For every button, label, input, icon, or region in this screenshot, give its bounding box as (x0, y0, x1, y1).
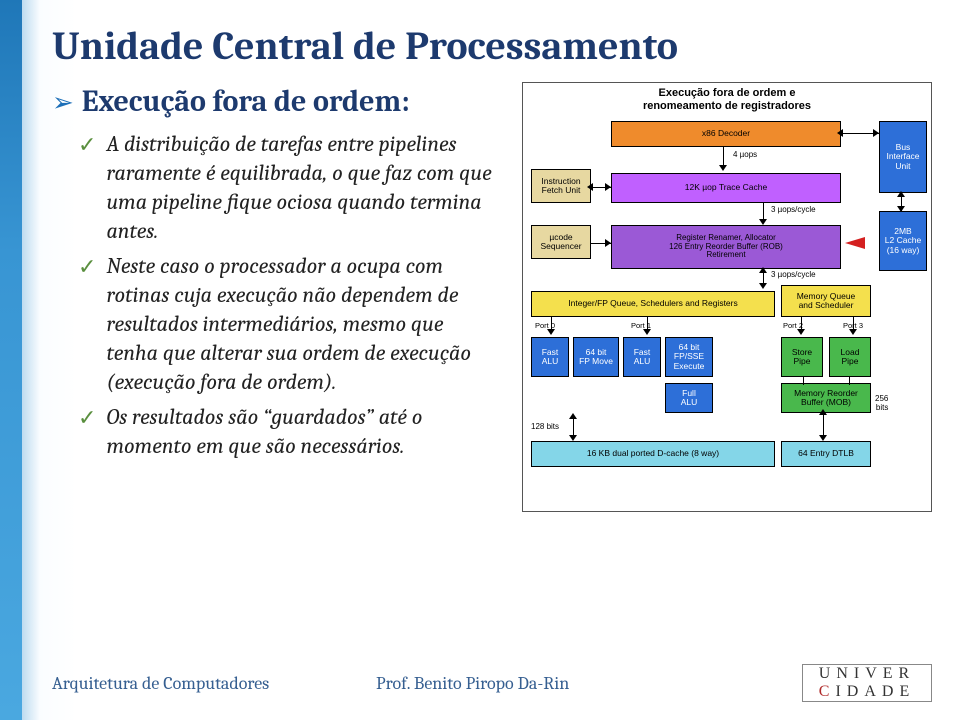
box-fpmove: 64 bit FP Move (573, 337, 619, 377)
arrow-right-icon (605, 239, 611, 247)
text-column: ➢ Execução fora de ordem: ✓ A distribuiç… (52, 82, 492, 512)
content-area: Unidade Central de Processamento ➢ Execu… (52, 24, 932, 660)
chevron-right-icon: ➢ (52, 88, 74, 119)
slide: Unidade Central de Processamento ➢ Execu… (0, 0, 960, 720)
bullet-text: Os resultados são “guardados” até o mome… (106, 403, 492, 461)
arrow-down-icon (547, 329, 555, 335)
arrow-up-icon (759, 267, 767, 273)
arrow-down-icon (759, 283, 767, 289)
box-dcache: 16 KB dual ported D-cache (8 way) (531, 441, 775, 467)
bullet-text: A distribuição de tarefas entre pipeline… (106, 130, 492, 246)
arrow-line (803, 377, 804, 385)
label-4uops: 4 µops (733, 151, 757, 160)
left-accent-bar (0, 0, 22, 720)
university-logo: UNIVER CIDADE (802, 664, 932, 702)
diagram-title-line1: Execução fora de ordem e (523, 87, 931, 100)
arrow-line (849, 377, 850, 385)
box-ucode: µcode Sequencer (531, 225, 591, 259)
arrow-down-icon (719, 165, 727, 171)
box-decoder: x86 Decoder (611, 121, 841, 147)
cpu-diagram: Execução fora de ordem e renomeamento de… (522, 82, 932, 512)
list-item: ✓ A distribuição de tarefas entre pipeli… (78, 130, 492, 246)
box-trace-cache: 12K µop Trace Cache (611, 173, 841, 203)
box-renamer: Register Renamer, Allocator 126 Entry Re… (611, 225, 841, 269)
arrow-down-icon (849, 329, 857, 335)
arrow-right-icon (605, 183, 611, 191)
bullet-list: ✓ A distribuição de tarefas entre pipeli… (52, 130, 492, 461)
box-fast-alu-1: Fast ALU (531, 337, 569, 377)
check-icon: ✓ (78, 254, 96, 280)
footer-left: Arquitetura de Computadores (52, 673, 269, 694)
body-row: ➢ Execução fora de ordem: ✓ A distribuiç… (52, 82, 932, 512)
diagram-column: Execução fora de ordem e renomeamento de… (502, 82, 932, 512)
box-load-pipe: Load Pipe (829, 337, 871, 377)
bullet-text: Neste caso o processador a ocupa com rot… (106, 252, 492, 397)
arrow-down-icon (897, 206, 905, 212)
arrow-line (723, 147, 724, 165)
subheading-row: ➢ Execução fora de ordem: (52, 84, 492, 120)
box-store-pipe: Store Pipe (781, 337, 823, 377)
subheading-text: Execução fora de ordem: (82, 84, 410, 120)
box-full-alu: Full ALU (665, 383, 713, 413)
box-fpsse: 64 bit FP/SSE Execute (665, 337, 713, 377)
box-ifp-queue: Integer/FP Queue, Schedulers and Registe… (531, 291, 775, 317)
box-ifu: Instruction Fetch Unit (531, 169, 591, 203)
renamer-line3: Retirement (706, 251, 745, 260)
arrow-line (823, 413, 824, 437)
check-icon: ✓ (78, 405, 96, 431)
box-dtlb: 64 Entry DTLB (781, 441, 871, 467)
arrow-left-icon (587, 183, 593, 191)
label-128bits: 128 bits (531, 423, 559, 432)
check-icon: ✓ (78, 132, 96, 158)
arrow-line (573, 417, 574, 437)
diagram-title: Execução fora de ordem e renomeamento de… (523, 87, 931, 112)
logo-line2-rest: IDADE (835, 683, 915, 700)
label-3uops: 3 µops/cycle (771, 206, 816, 215)
logo-text: UNIVER CIDADE (819, 665, 915, 701)
arrow-down-icon (643, 329, 651, 335)
label-256bits: 256 bits (875, 395, 888, 413)
arrow-down-icon (797, 329, 805, 335)
footer: Arquitetura de Computadores Prof. Benito… (52, 664, 932, 702)
footer-center: Prof. Benito Piropo Da-Rin (376, 673, 569, 694)
label-3uops-b: 3 µops/cycle (771, 271, 816, 280)
arrow-right-icon (873, 129, 879, 137)
box-mem-queue: Memory Queue and Scheduler (781, 285, 871, 317)
arrow-up-icon (819, 409, 827, 415)
logo-line1: UNIVER (819, 665, 915, 682)
arrow-left-icon (837, 129, 843, 137)
list-item: ✓ Neste caso o processador a ocupa com r… (78, 252, 492, 397)
arrow-up-icon (897, 191, 905, 197)
page-title: Unidade Central de Processamento (52, 24, 932, 68)
box-fast-alu-2: Fast ALU (623, 337, 661, 377)
box-l2-cache: 2MB L2 Cache (16 way) (879, 211, 927, 271)
list-item: ✓ Os resultados são “guardados” até o mo… (78, 403, 492, 461)
red-arrow-icon (845, 237, 865, 249)
box-bus-unit: Bus Interface Unit (879, 121, 927, 193)
diagram-title-line2: renomeamento de registradores (523, 100, 931, 113)
arrow-up-icon (569, 413, 577, 419)
